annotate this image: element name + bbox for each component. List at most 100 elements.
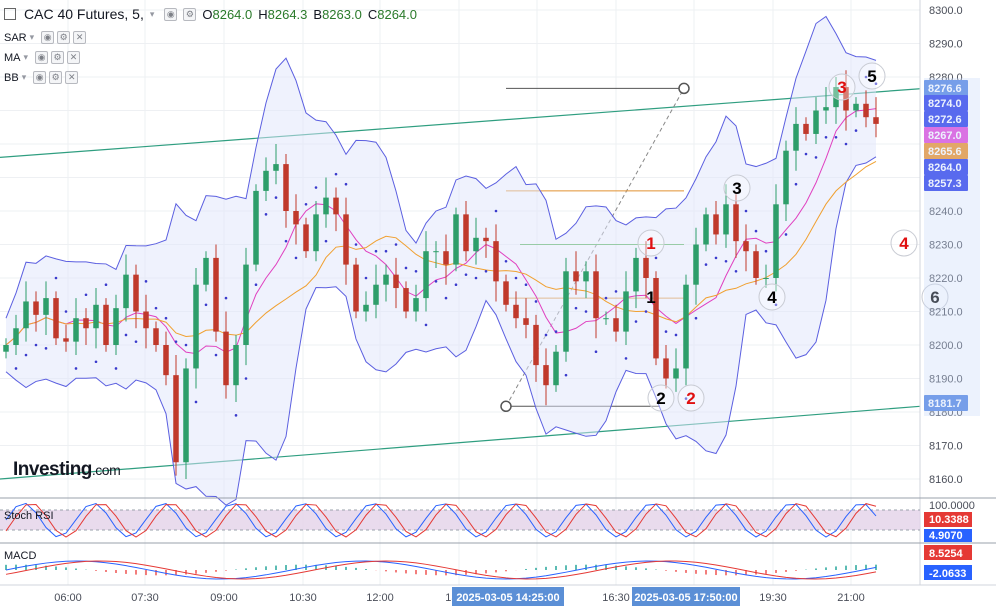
eye-icon[interactable]: ◉: [35, 51, 49, 64]
chevron-down-icon[interactable]: ▾: [21, 72, 27, 82]
wave-label[interactable]: 1: [646, 288, 655, 307]
candle-body[interactable]: [83, 318, 89, 329]
candle-body[interactable]: [113, 308, 119, 345]
candle-body[interactable]: [413, 298, 419, 312]
settings-icon[interactable]: ⚙: [57, 31, 71, 44]
candle-body[interactable]: [753, 251, 759, 278]
settings-icon[interactable]: ⚙: [183, 7, 197, 21]
candle-body[interactable]: [643, 257, 649, 278]
candle-body[interactable]: [63, 338, 69, 342]
candle-body[interactable]: [213, 257, 219, 332]
candle-body[interactable]: [173, 375, 179, 463]
channel-lower-line[interactable]: [0, 405, 921, 480]
candle-body[interactable]: [303, 224, 309, 252]
close-icon[interactable]: ✕: [67, 51, 81, 64]
candle-body[interactable]: [223, 331, 229, 386]
tool-handle[interactable]: [678, 82, 690, 95]
candle-body[interactable]: [193, 284, 199, 369]
settings-icon[interactable]: ⚙: [49, 71, 63, 84]
close-icon[interactable]: ✕: [73, 31, 87, 44]
candle-body[interactable]: [133, 274, 139, 312]
candle-body[interactable]: [273, 164, 279, 171]
candle-body[interactable]: [593, 271, 599, 319]
candle-body[interactable]: [403, 288, 409, 312]
candle-body[interactable]: [453, 214, 459, 265]
candle-body[interactable]: [263, 170, 269, 191]
candle-body[interactable]: [563, 271, 569, 352]
candle-body[interactable]: [43, 298, 49, 315]
candle-body[interactable]: [483, 237, 489, 242]
candle-body[interactable]: [103, 304, 109, 345]
candle-body[interactable]: [253, 190, 259, 265]
candle-body[interactable]: [423, 251, 429, 299]
candle-body[interactable]: [803, 123, 809, 134]
candle-body[interactable]: [733, 204, 739, 242]
chevron-down-icon[interactable]: ▾: [23, 52, 29, 62]
candle-body[interactable]: [73, 318, 79, 342]
chevron-down-icon[interactable]: ▾: [149, 8, 155, 19]
candle-body[interactable]: [783, 150, 789, 205]
candle-body[interactable]: [473, 237, 479, 252]
candle-body[interactable]: [33, 301, 39, 315]
symbol-title[interactable]: CAC 40 Futures, 5,: [24, 6, 144, 22]
candle-body[interactable]: [233, 345, 239, 386]
candle-body[interactable]: [653, 278, 659, 359]
candle-body[interactable]: [143, 311, 149, 329]
tool-handle[interactable]: [500, 400, 512, 413]
eye-icon[interactable]: ◉: [41, 31, 55, 44]
candle-body[interactable]: [743, 241, 749, 252]
settings-icon[interactable]: ⚙: [51, 51, 65, 64]
candle-body[interactable]: [523, 318, 529, 325]
candle-body[interactable]: [623, 291, 629, 332]
candle-body[interactable]: [293, 211, 299, 225]
candle-body[interactable]: [333, 197, 339, 215]
wave-label[interactable]: 3: [837, 78, 846, 97]
candle-body[interactable]: [723, 204, 729, 235]
candle-body[interactable]: [533, 324, 539, 366]
candle-body[interactable]: [573, 271, 579, 282]
candle-body[interactable]: [503, 281, 509, 305]
candle-body[interactable]: [243, 264, 249, 345]
candle-body[interactable]: [633, 257, 639, 292]
candle-body[interactable]: [343, 214, 349, 265]
candle-body[interactable]: [13, 328, 19, 345]
channel-upper-line[interactable]: [0, 88, 921, 158]
candle-body[interactable]: [183, 368, 189, 463]
candle-body[interactable]: [763, 278, 769, 279]
candle-body[interactable]: [53, 298, 59, 339]
candle-body[interactable]: [383, 274, 389, 285]
wave-label[interactable]: 4: [899, 234, 909, 253]
candle-body[interactable]: [823, 107, 829, 111]
eye-icon[interactable]: ◉: [164, 7, 178, 21]
candle-body[interactable]: [863, 103, 869, 118]
candle-body[interactable]: [283, 164, 289, 211]
candle-body[interactable]: [393, 274, 399, 289]
candle-body[interactable]: [163, 345, 169, 376]
candle-body[interactable]: [493, 241, 499, 282]
candle-body[interactable]: [603, 318, 609, 320]
candle-body[interactable]: [353, 264, 359, 312]
indicator-bb[interactable]: BB ▾ ◉ ⚙ ✕: [4, 71, 79, 84]
candle-body[interactable]: [773, 204, 779, 278]
candle-body[interactable]: [443, 251, 449, 265]
wave-label[interactable]: 2: [686, 389, 695, 408]
chevron-down-icon[interactable]: ▾: [29, 32, 35, 42]
candle-body[interactable]: [433, 251, 439, 253]
candle-body[interactable]: [373, 284, 379, 305]
close-icon[interactable]: ✕: [65, 71, 79, 84]
wave-label[interactable]: 4: [767, 288, 777, 307]
candle-body[interactable]: [693, 244, 699, 285]
candle-body[interactable]: [553, 351, 559, 386]
candle-body[interactable]: [813, 110, 819, 134]
candle-body[interactable]: [613, 318, 619, 332]
candle-body[interactable]: [203, 257, 209, 285]
candle-body[interactable]: [313, 214, 319, 252]
stoch-label[interactable]: Stoch RSI: [4, 510, 54, 522]
candle-body[interactable]: [843, 87, 849, 111]
candle-body[interactable]: [463, 214, 469, 252]
candle-body[interactable]: [23, 301, 29, 329]
candle-body[interactable]: [703, 214, 709, 245]
candle-body[interactable]: [683, 284, 689, 369]
candle-body[interactable]: [543, 365, 549, 386]
